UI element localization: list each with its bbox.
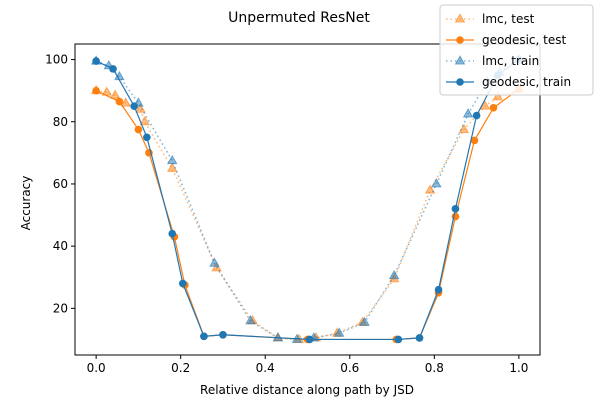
data-point — [462, 108, 474, 118]
data-point — [470, 136, 479, 145]
chart-title: Unpermuted ResNet — [228, 10, 370, 26]
data-point — [272, 332, 284, 342]
series-geodesic-train — [92, 55, 523, 344]
legend-entry: geodesic, train — [446, 75, 571, 89]
data-point — [492, 91, 504, 101]
data-point — [245, 314, 256, 325]
y-axis-label: Accuracy — [19, 176, 33, 231]
legend-marker — [454, 55, 466, 65]
legend-marker — [454, 13, 466, 23]
data-point — [305, 335, 314, 344]
legend-marker — [456, 36, 464, 44]
series-lmc-test — [90, 83, 525, 343]
data-point — [333, 327, 345, 337]
legend-label: lmc, test — [482, 12, 535, 26]
data-point — [489, 103, 498, 112]
x-tick-label: 0.4 — [256, 361, 275, 375]
legend-marker — [456, 78, 464, 86]
data-point — [115, 97, 124, 106]
legend-entry: lmc, test — [446, 12, 535, 26]
data-point — [434, 285, 443, 294]
data-point — [92, 57, 100, 65]
data-point — [109, 65, 117, 73]
data-point — [92, 86, 100, 95]
data-point — [178, 279, 187, 288]
axes: 0.0 0.2 0.4 0.6 0.8 1.0 20 40 60 80 100 — [45, 53, 528, 375]
series-lmc-train — [90, 53, 525, 343]
legend-label: lmc, train — [482, 54, 539, 68]
data-point — [479, 100, 491, 110]
series-geodesic-test — [92, 85, 523, 344]
series-line — [95, 59, 520, 341]
data-point — [120, 97, 132, 107]
data-point — [219, 330, 227, 339]
data-point — [472, 111, 481, 120]
x-axis-label: Relative distance along path by JSD — [200, 383, 414, 397]
legend-label: geodesic, test — [482, 33, 566, 47]
series-line — [95, 58, 520, 341]
data-point — [431, 178, 442, 188]
data-point — [143, 133, 151, 142]
legend-label: geodesic, train — [482, 75, 571, 89]
y-tick-label: 40 — [53, 239, 68, 253]
x-tick-label: 0.2 — [171, 361, 190, 375]
data-point — [451, 205, 460, 213]
data-point — [135, 103, 146, 113]
data-point — [130, 102, 138, 110]
data-point — [200, 332, 208, 341]
plot-frame — [74, 43, 541, 356]
data-point — [166, 154, 178, 165]
series-layer — [90, 53, 525, 344]
y-tick-label: 80 — [53, 115, 68, 129]
x-tick-label: 0.8 — [425, 361, 444, 375]
x-tick-label: 0.0 — [87, 361, 106, 375]
data-point — [168, 229, 177, 238]
x-tick-label: 1.0 — [509, 361, 528, 375]
legend-box — [439, 4, 594, 96]
data-point — [139, 115, 151, 126]
data-point — [134, 125, 143, 134]
legend: lmc, test geodesic, test lmc, train geodesi… — [439, 4, 594, 96]
data-point — [359, 316, 370, 326]
data-point — [458, 123, 470, 134]
legend-entry: geodesic, test — [446, 33, 566, 47]
data-point — [415, 334, 424, 342]
plot-area — [74, 43, 541, 356]
data-point — [394, 335, 403, 344]
legend-entry: lmc, train — [446, 54, 539, 68]
data-point — [388, 269, 400, 280]
x-tick-label: 0.6 — [340, 361, 359, 375]
y-tick-label: 20 — [53, 301, 68, 315]
data-point — [209, 257, 220, 267]
y-tick-label: 60 — [53, 177, 68, 191]
data-point — [109, 89, 121, 99]
y-tick-label: 100 — [45, 53, 68, 67]
